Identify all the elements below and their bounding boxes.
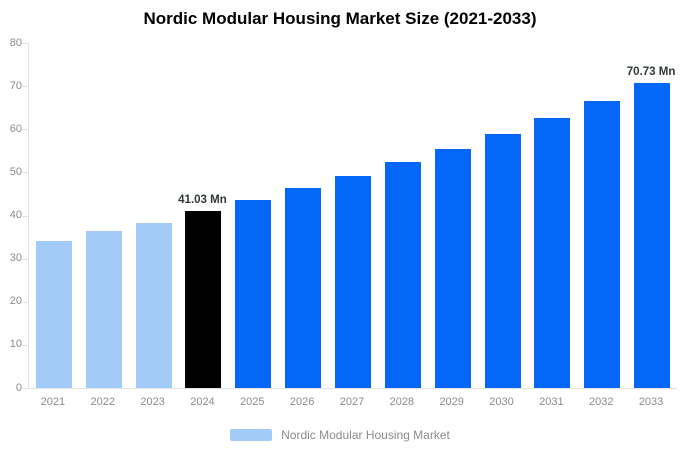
bar-2028[interactable]	[384, 162, 421, 388]
x-tick-label: 2030	[489, 396, 514, 408]
y-tick-label: 50	[9, 165, 22, 178]
bar-2024[interactable]	[185, 211, 222, 388]
x-tick-label: 2022	[90, 396, 115, 408]
y-tick-mark	[22, 172, 28, 174]
x-tick-label: 2031	[539, 396, 564, 408]
y-tick-mark	[22, 344, 28, 346]
x-tick-label: 2026	[289, 396, 315, 408]
bar-2031[interactable]	[534, 117, 571, 388]
y-tick-label: 30	[9, 252, 22, 265]
bar-2026[interactable]	[285, 188, 322, 388]
x-tick-label: 2024	[190, 396, 215, 408]
data-label: 70.73 Mn	[626, 65, 676, 78]
x-tick-label: 2032	[588, 396, 614, 408]
bar-2023[interactable]	[135, 222, 172, 388]
x-tick-label: 2021	[40, 396, 66, 408]
legend-item[interactable]: Nordic Modular Housing Market	[0, 426, 680, 444]
bar-2029[interactable]	[434, 148, 471, 388]
bar-2025[interactable]	[235, 199, 272, 388]
plot-area	[28, 43, 677, 389]
data-label: 41.03 Mn	[178, 194, 227, 207]
x-tick-label: 2027	[339, 396, 365, 408]
bar-2030[interactable]	[484, 133, 521, 388]
chart-title: Nordic Modular Housing Market Size (2021…	[143, 9, 537, 28]
legend-label: Nordic Modular Housing Market	[281, 428, 450, 442]
bar-2021[interactable]	[35, 241, 72, 388]
x-tick-label: 2033	[638, 396, 664, 408]
y-tick-label: 20	[9, 295, 22, 308]
y-tick-mark	[22, 86, 28, 88]
y-tick-mark	[22, 301, 28, 303]
x-tick-label: 2028	[389, 396, 415, 408]
y-tick-label: 60	[9, 122, 22, 135]
y-tick-mark	[22, 388, 28, 389]
legend-swatch	[230, 429, 273, 441]
y-tick-label: 10	[9, 338, 22, 351]
y-tick-mark	[22, 129, 28, 131]
bar-2032[interactable]	[584, 100, 621, 388]
y-tick-mark	[22, 43, 28, 44]
bar-2033[interactable]	[634, 82, 671, 388]
y-tick-label: 80	[9, 36, 22, 49]
y-tick-mark	[22, 258, 28, 260]
x-tick-label: 2029	[439, 396, 464, 408]
y-tick-label: 70	[9, 79, 22, 92]
x-tick-label: 2023	[140, 396, 165, 408]
x-tick-label: 2025	[240, 396, 265, 408]
bar-2022[interactable]	[85, 231, 122, 388]
bar-2027[interactable]	[335, 175, 371, 388]
y-tick-label: 40	[9, 209, 22, 221]
y-tick-label: 0	[15, 381, 22, 394]
y-tick-mark	[22, 215, 28, 217]
